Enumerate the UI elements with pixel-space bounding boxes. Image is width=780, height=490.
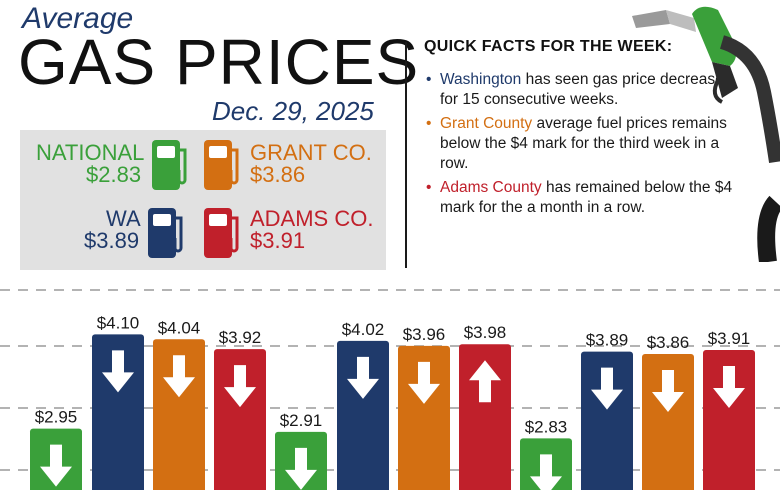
fact-highlight: Adams County [440, 179, 542, 196]
title-average: Average [22, 2, 134, 35]
adams-label: ADAMS CO. [250, 206, 374, 231]
arrow-down-icon [713, 365, 745, 408]
fact-text: average fuel prices remains below the $4… [440, 115, 727, 172]
arrow-down-icon [591, 367, 623, 410]
bar-value-label: $4.04 [158, 318, 201, 337]
wa-price: $3.89 [84, 228, 140, 253]
grant-price: $3.86 [250, 162, 306, 187]
fact-item-adams: • Adams County has remained below the $4… [424, 178, 734, 218]
arrow-down-icon [40, 444, 72, 487]
fact-item-grant: • Grant County average fuel prices remai… [424, 114, 734, 174]
bar-value-label: $2.91 [280, 411, 323, 430]
arrow-up-icon [469, 360, 501, 403]
fuel-pump-icon-adams [204, 208, 239, 258]
gas-nozzle-icon [632, 6, 780, 262]
arrow-down-icon [285, 447, 317, 490]
wa-label: WA [106, 206, 141, 231]
fact-text: has remained below the $4 mark for the a… [440, 179, 733, 216]
national-label: NATIONAL [36, 140, 145, 165]
summary-box: NATIONAL $2.83 GRANT CO. $3.86 WA $3.89 … [20, 130, 386, 270]
page-title: GAS PRICES [18, 26, 420, 98]
bar-value-label: $2.83 [525, 417, 568, 436]
bar-adams [214, 349, 266, 490]
facts-list: • Washington has seen gas price decrease… [424, 70, 734, 222]
date-label: Dec. 29, 2025 [212, 96, 374, 126]
bar-grant [153, 339, 205, 490]
bar-wa [581, 351, 633, 490]
arrow-down-icon [102, 350, 134, 393]
bar-value-label: $3.98 [464, 323, 507, 342]
facts-title: QUICK FACTS FOR THE WEEK: [424, 38, 673, 55]
bar-value-label: $4.10 [97, 313, 140, 332]
vertical-divider [405, 42, 407, 268]
bullet-icon: • [426, 71, 432, 88]
arrow-down-icon [408, 361, 440, 404]
bar-value-label: $3.96 [403, 325, 446, 344]
arrow-down-icon [652, 370, 684, 413]
fact-text: has seen gas price decreases for 15 cons… [440, 71, 732, 108]
fuel-pump-icon-national [152, 140, 187, 190]
fact-highlight: Grant County [440, 115, 533, 132]
arrow-down-icon [530, 454, 562, 490]
bar-value-label: $3.91 [708, 329, 751, 348]
bar-grant [642, 354, 694, 490]
bullet-icon: • [426, 115, 432, 132]
bar-value-label: $3.86 [647, 333, 690, 352]
bullet-icon: • [426, 179, 432, 196]
fact-item-washington: • Washington has seen gas price decrease… [424, 70, 734, 110]
adams-price: $3.91 [250, 228, 306, 253]
grant-label: GRANT CO. [250, 140, 372, 165]
bar-adams [459, 344, 511, 490]
bar-value-label: $3.89 [586, 331, 629, 350]
bar-value-label: $3.92 [219, 328, 262, 347]
fuel-pump-icon-grant [204, 140, 239, 190]
arrow-down-icon [347, 356, 379, 399]
bar-grant [398, 345, 450, 490]
bar-value-label: $4.02 [342, 320, 385, 339]
national-price: $2.83 [86, 162, 142, 187]
fact-highlight: Washington [440, 71, 522, 88]
fuel-pump-icon-wa [148, 208, 183, 258]
arrow-down-icon [163, 355, 195, 398]
bar-adams [703, 349, 755, 490]
bar-value-label: $2.95 [35, 408, 78, 427]
price-bar-chart: $2.95 $4.10 $4.04 $3.92 $2.91 $4.02 $3.96 $3.98… [0, 289, 780, 490]
arrow-down-icon [224, 365, 256, 408]
bar-wa [337, 340, 389, 490]
